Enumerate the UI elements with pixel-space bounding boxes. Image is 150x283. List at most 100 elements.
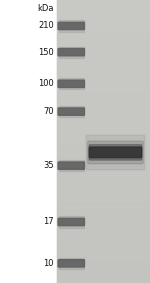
Bar (57, 212, 150, 216)
Bar (57, 99, 150, 103)
Bar (57, 230, 150, 233)
Bar (58, 20, 84, 32)
Bar (57, 88, 150, 92)
Bar (57, 255, 150, 258)
Bar (57, 57, 150, 60)
Bar (57, 124, 150, 127)
Bar (57, 18, 150, 21)
Bar (57, 244, 150, 248)
Bar (57, 131, 150, 134)
Bar (57, 233, 150, 237)
Bar (57, 67, 150, 71)
Bar (57, 166, 150, 170)
Bar (57, 7, 150, 11)
Text: 70: 70 (43, 107, 54, 116)
Bar (57, 258, 150, 262)
Bar (57, 209, 150, 212)
Bar (0, 0, 57, 283)
Text: 10: 10 (44, 259, 54, 268)
Bar (57, 106, 150, 110)
Bar (57, 152, 150, 156)
Bar (57, 113, 150, 117)
Bar (58, 258, 84, 269)
Bar (57, 127, 150, 131)
Bar (57, 0, 150, 3)
FancyBboxPatch shape (58, 108, 84, 115)
Bar (57, 39, 150, 42)
Bar (57, 223, 150, 226)
Bar (57, 103, 150, 106)
FancyBboxPatch shape (88, 141, 143, 164)
Bar (57, 272, 150, 276)
FancyBboxPatch shape (58, 260, 84, 267)
Bar (57, 149, 150, 152)
FancyBboxPatch shape (89, 145, 142, 160)
Bar (57, 181, 150, 184)
Bar (57, 145, 150, 149)
Bar (57, 177, 150, 181)
Bar (57, 262, 150, 265)
Bar (57, 60, 150, 64)
FancyBboxPatch shape (58, 48, 84, 56)
Bar (58, 78, 84, 89)
Bar (58, 106, 84, 117)
Bar (57, 187, 150, 191)
Bar (57, 32, 150, 35)
Bar (57, 205, 150, 209)
FancyBboxPatch shape (58, 162, 84, 169)
Text: 35: 35 (43, 161, 54, 170)
Bar (57, 74, 150, 78)
Bar (57, 92, 150, 96)
Bar (57, 191, 150, 195)
Text: 150: 150 (38, 48, 54, 57)
FancyBboxPatch shape (58, 22, 84, 30)
Bar (57, 159, 150, 163)
Bar (57, 219, 150, 223)
Bar (57, 265, 150, 269)
Bar (57, 96, 150, 99)
Bar (57, 216, 150, 219)
Bar (57, 117, 150, 120)
FancyBboxPatch shape (58, 218, 84, 226)
Text: kDa: kDa (38, 4, 54, 13)
Bar (57, 82, 150, 85)
Bar (57, 85, 150, 88)
Bar (57, 142, 150, 145)
Bar (58, 46, 84, 58)
Text: 17: 17 (43, 218, 54, 226)
Text: 210: 210 (38, 22, 54, 31)
Bar (57, 226, 150, 230)
Bar (57, 14, 150, 18)
Bar (57, 35, 150, 39)
Bar (57, 163, 150, 166)
Text: 100: 100 (38, 79, 54, 88)
Bar (58, 160, 84, 171)
Bar (57, 78, 150, 82)
Bar (57, 269, 150, 272)
Bar (57, 195, 150, 198)
Bar (57, 134, 150, 138)
Bar (57, 173, 150, 177)
Bar (57, 53, 150, 57)
Bar (57, 241, 150, 244)
Bar (57, 184, 150, 187)
Bar (57, 198, 150, 201)
Bar (57, 251, 150, 255)
FancyBboxPatch shape (89, 147, 142, 158)
Bar (57, 50, 150, 53)
Bar (57, 248, 150, 251)
Bar (57, 110, 150, 113)
Bar (57, 11, 150, 14)
Bar (57, 156, 150, 159)
Bar (57, 3, 150, 7)
FancyBboxPatch shape (58, 80, 84, 87)
Bar (57, 138, 150, 142)
Bar (57, 21, 150, 25)
Bar (57, 42, 150, 46)
Bar (57, 46, 150, 50)
Bar (57, 276, 150, 280)
Bar (57, 280, 150, 283)
Bar (57, 120, 150, 124)
Bar (57, 237, 150, 241)
Bar (57, 71, 150, 74)
